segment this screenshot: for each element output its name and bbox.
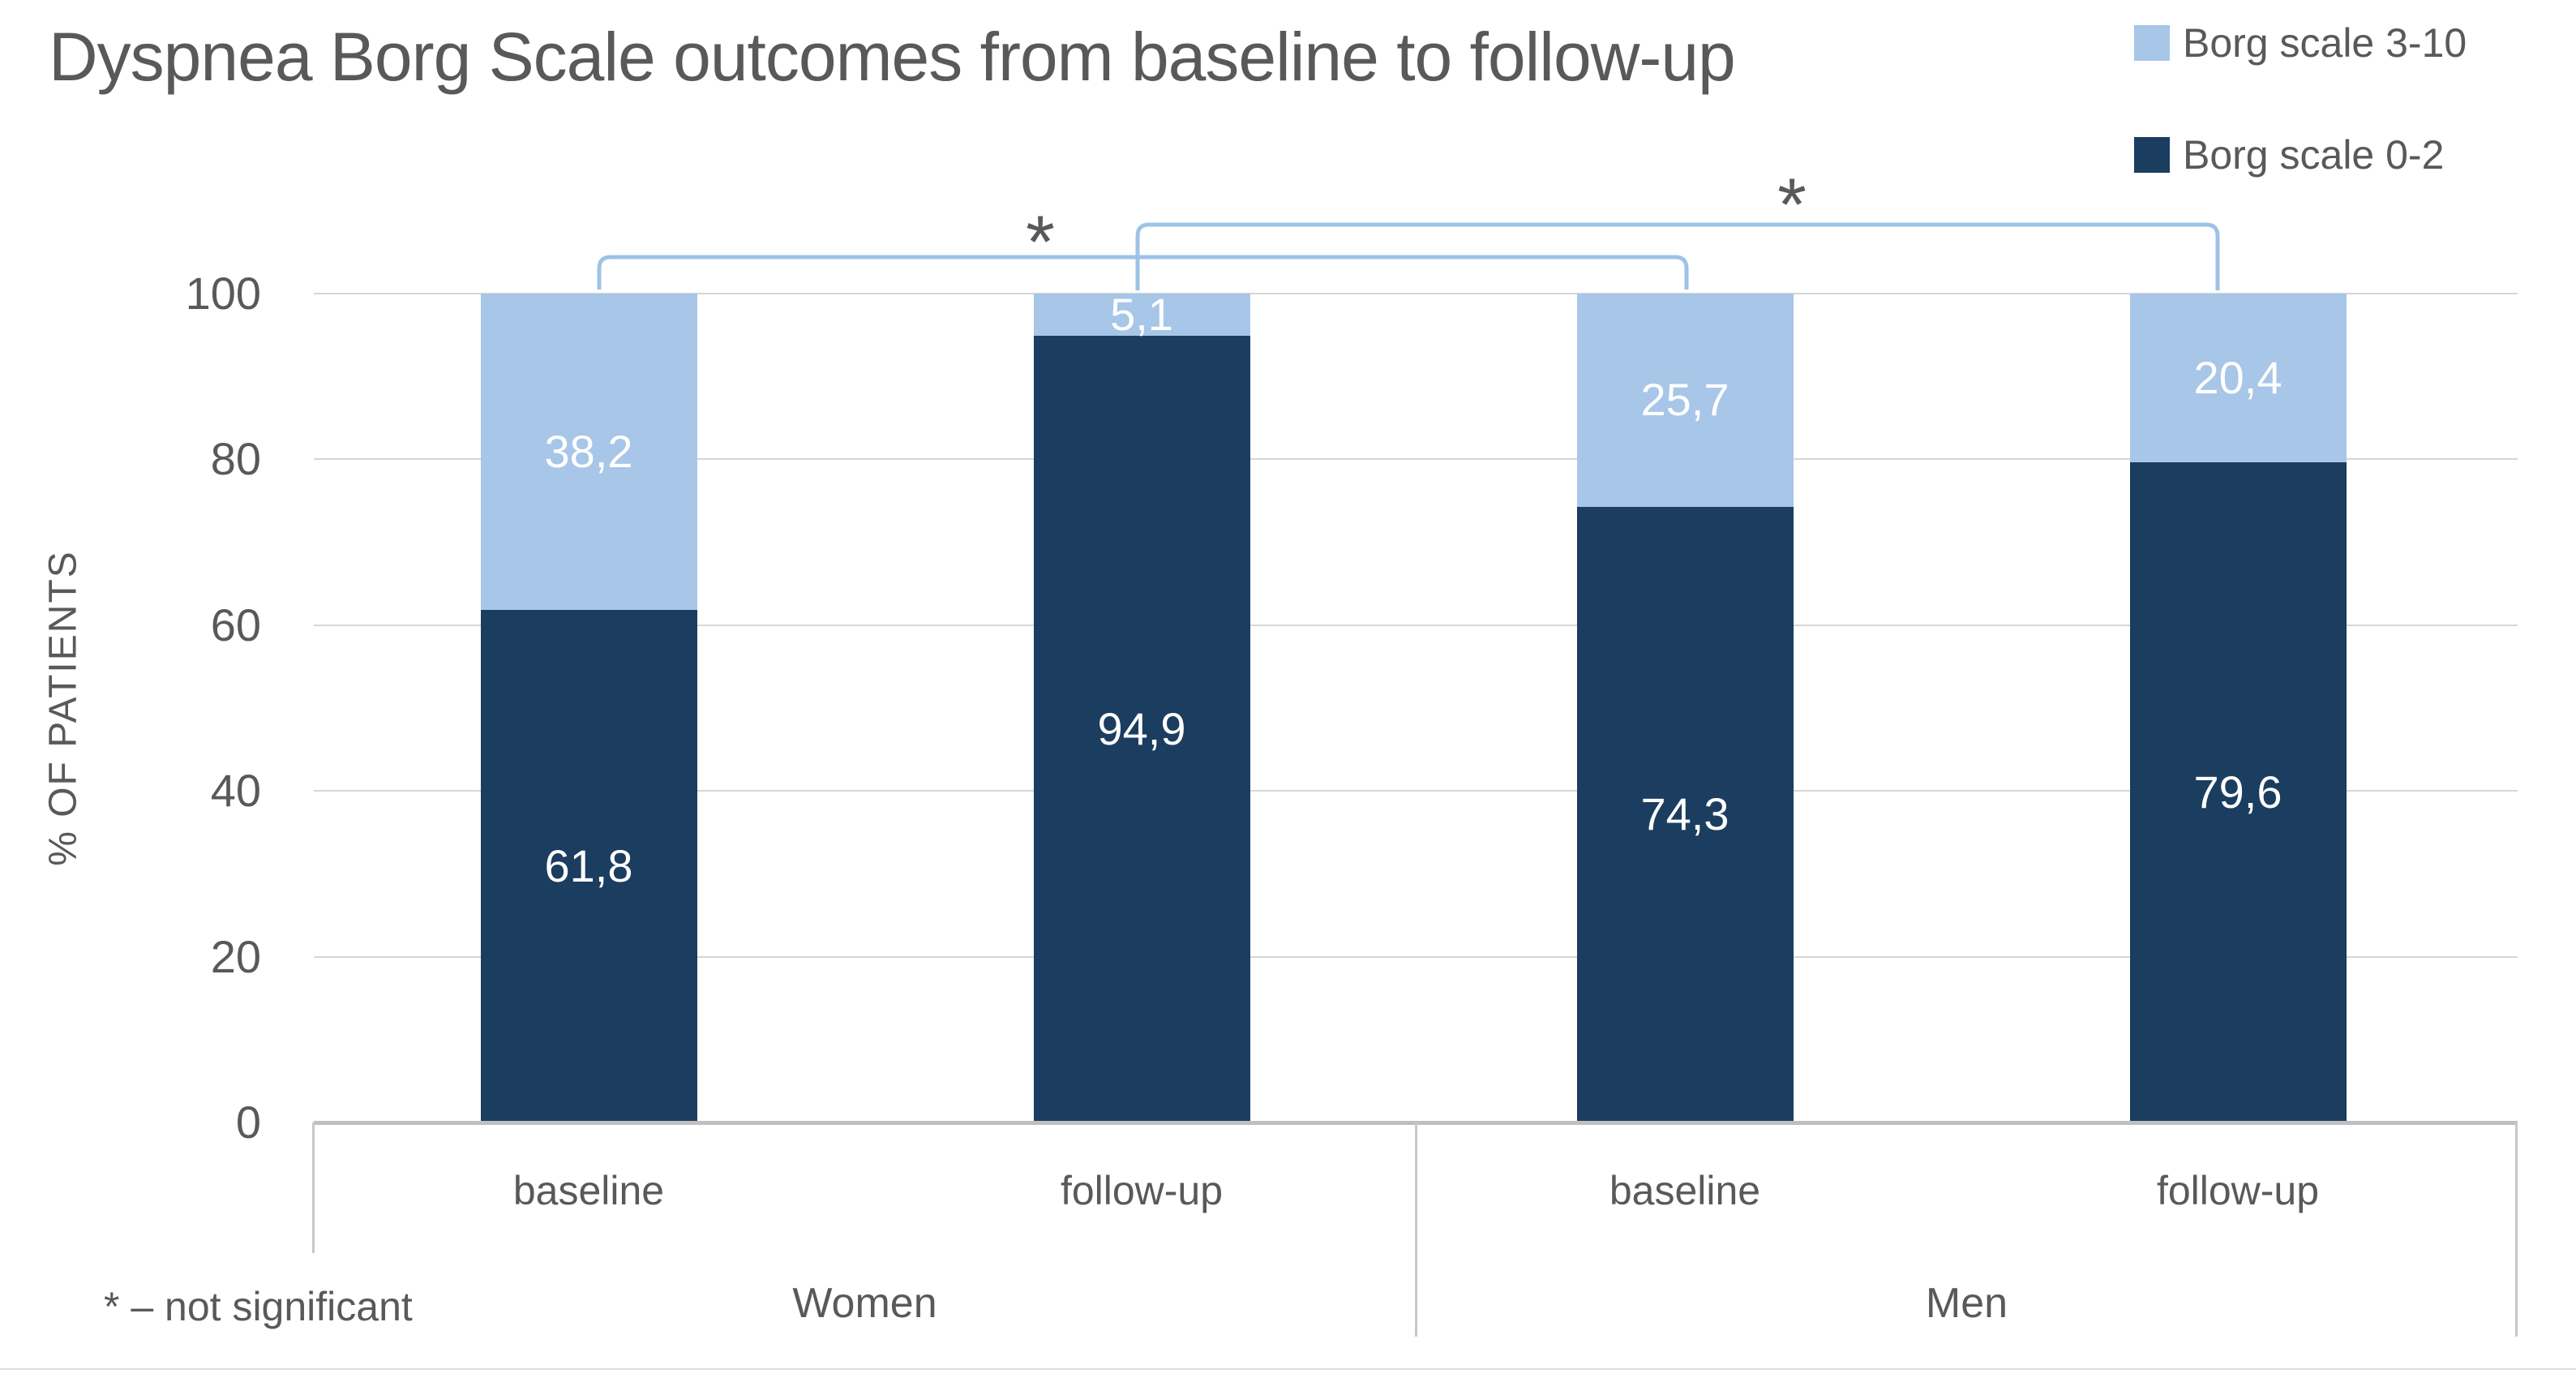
x-category-label-0: baseline <box>512 1168 665 1213</box>
bar-value-label-light-2: 25,7 <box>1640 374 1729 426</box>
legend-swatch-borg-0-2-icon <box>2134 137 2170 173</box>
legend-label-borg-3-10: Borg scale 3-10 <box>2183 20 2467 66</box>
significance-bracket-1 <box>1135 222 2220 290</box>
significance-asterisk-0: * <box>1026 201 1055 284</box>
legend-item-borg-3-10: Borg scale 3-10 <box>2134 19 2467 67</box>
y-tick-label-40: 40 <box>210 765 261 817</box>
bottom-divider <box>0 1368 2576 1370</box>
gridline-100 <box>314 293 2518 294</box>
y-tick-label-20: 20 <box>210 930 261 982</box>
bar-segment-borg-scale-0-2-2 <box>1576 506 1794 1122</box>
bar-segment-borg-scale-0-2-3 <box>2129 462 2347 1122</box>
bar-segment-borg-scale-3-10-3 <box>2129 294 2347 463</box>
gridline-20 <box>314 955 2518 958</box>
x-category-label-3: follow-up <box>2156 1168 2320 1213</box>
bar-segment-borg-scale-3-10-2 <box>1576 294 1794 507</box>
y-tick-label-60: 60 <box>210 599 261 650</box>
gridline-40 <box>314 790 2518 792</box>
bar-value-label-light-3: 20,4 <box>2193 352 2282 404</box>
y-tick-label-0: 0 <box>235 1097 261 1148</box>
legend-item-borg-0-2: Borg scale 0-2 <box>2134 131 2444 178</box>
bar-segment-borg-scale-0-2-0 <box>480 610 697 1122</box>
y-tick-label-80: 80 <box>210 433 261 485</box>
category-axis-left-edge <box>312 1122 315 1253</box>
legend-label-borg-0-2: Borg scale 0-2 <box>2183 132 2445 178</box>
bar-value-label-dark-3: 79,6 <box>2193 766 2282 818</box>
legend-swatch-borg-3-10-icon <box>2134 25 2170 61</box>
gridline-60 <box>314 624 2518 626</box>
chart-title: Dyspnea Borg Scale outcomes from baselin… <box>49 19 1736 95</box>
bar-segment-borg-scale-3-10-0 <box>480 294 697 611</box>
bar-segment-borg-scale-3-10-1 <box>1033 294 1250 337</box>
significance-asterisk-1: * <box>1777 164 1807 247</box>
x-category-label-2: baseline <box>1609 1168 1761 1213</box>
gridline-80 <box>314 458 2518 461</box>
bar-value-label-dark-1: 94,9 <box>1097 703 1186 755</box>
bar-value-label-light-1: 5,1 <box>1110 289 1173 341</box>
footnote: * – not significant <box>104 1284 413 1329</box>
x-group-label-women: Women <box>792 1280 937 1327</box>
bar-value-label-dark-2: 74,3 <box>1640 788 1729 840</box>
x-group-label-men: Men <box>1925 1280 2008 1327</box>
bar-value-label-dark-0: 61,8 <box>544 840 633 892</box>
category-axis-right-edge <box>2515 1122 2518 1337</box>
bar-segment-borg-scale-0-2-1 <box>1033 336 1250 1122</box>
x-category-label-1: follow-up <box>1060 1168 1224 1213</box>
category-group-separator <box>1414 1122 1417 1337</box>
y-tick-label-100: 100 <box>185 268 261 319</box>
bar-value-label-light-0: 38,2 <box>544 426 633 478</box>
significance-bracket-0 <box>597 255 1689 290</box>
